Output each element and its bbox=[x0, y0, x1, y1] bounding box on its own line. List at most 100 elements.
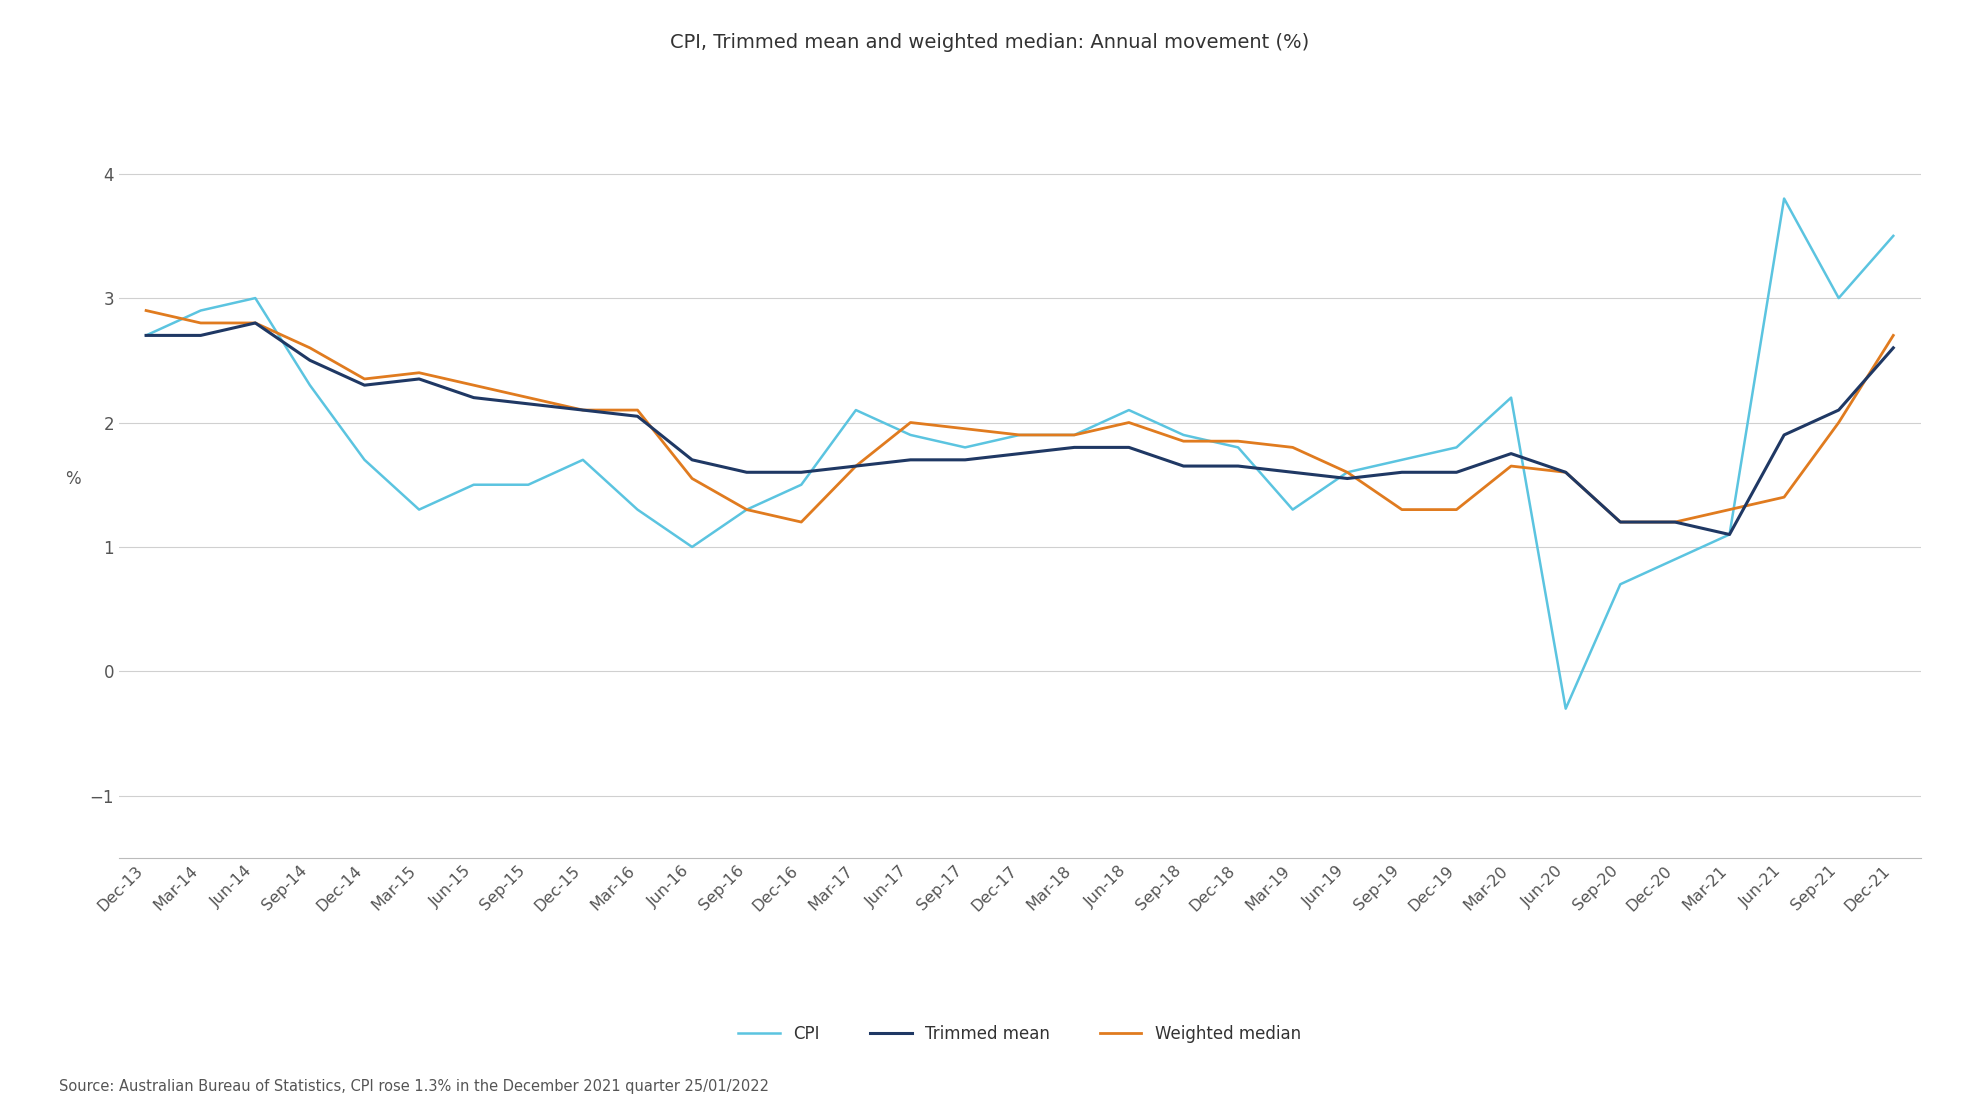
Weighted median bbox=[1281, 441, 1305, 454]
CPI bbox=[1608, 578, 1632, 591]
Trimmed mean bbox=[570, 404, 594, 417]
Weighted median bbox=[1063, 428, 1087, 441]
CPI bbox=[626, 503, 649, 516]
Trimmed mean bbox=[735, 465, 758, 478]
Trimmed mean bbox=[461, 390, 485, 404]
CPI bbox=[1881, 229, 1905, 242]
Trimmed mean bbox=[1608, 516, 1632, 529]
Weighted median bbox=[299, 341, 323, 354]
Trimmed mean bbox=[1772, 428, 1796, 441]
CPI bbox=[135, 329, 158, 342]
Trimmed mean bbox=[843, 460, 867, 473]
CPI bbox=[1717, 528, 1740, 541]
Trimmed mean bbox=[1881, 341, 1905, 354]
Weighted median bbox=[135, 304, 158, 317]
Weighted median bbox=[244, 317, 267, 330]
Trimmed mean bbox=[790, 465, 814, 478]
Trimmed mean bbox=[1717, 528, 1740, 541]
Trimmed mean bbox=[1008, 447, 1032, 460]
Trimmed mean bbox=[1390, 465, 1414, 478]
Weighted median bbox=[843, 460, 867, 473]
Weighted median bbox=[1828, 416, 1851, 429]
CPI bbox=[1281, 503, 1305, 516]
Weighted median bbox=[570, 404, 594, 417]
CPI bbox=[1063, 428, 1087, 441]
Weighted median bbox=[408, 366, 432, 379]
Trimmed mean bbox=[1828, 404, 1851, 417]
CPI bbox=[681, 540, 705, 553]
CPI bbox=[1335, 465, 1358, 478]
CPI bbox=[517, 478, 541, 492]
Trimmed mean bbox=[352, 378, 376, 392]
Weighted median bbox=[1554, 465, 1578, 478]
Line: Weighted median: Weighted median bbox=[147, 310, 1893, 522]
CPI bbox=[1390, 453, 1414, 466]
Weighted median bbox=[952, 422, 976, 436]
Weighted median bbox=[1499, 460, 1523, 473]
Weighted median bbox=[735, 503, 758, 516]
CPI bbox=[352, 453, 376, 466]
CPI bbox=[790, 478, 814, 492]
Weighted median bbox=[1881, 329, 1905, 342]
Trimmed mean bbox=[1663, 516, 1687, 529]
Weighted median bbox=[1608, 516, 1632, 529]
CPI bbox=[188, 304, 212, 317]
Trimmed mean bbox=[135, 329, 158, 342]
Weighted median bbox=[1445, 503, 1469, 516]
CPI bbox=[1772, 191, 1796, 205]
Trimmed mean bbox=[1172, 460, 1196, 473]
Legend: CPI, Trimmed mean, Weighted median: CPI, Trimmed mean, Weighted median bbox=[733, 1019, 1307, 1049]
CPI bbox=[899, 428, 923, 441]
CPI bbox=[1499, 390, 1523, 404]
Trimmed mean bbox=[1499, 447, 1523, 460]
Trimmed mean bbox=[1335, 472, 1358, 485]
Trimmed mean bbox=[408, 373, 432, 386]
Weighted median bbox=[461, 378, 485, 392]
CPI bbox=[735, 503, 758, 516]
CPI bbox=[1226, 441, 1249, 454]
CPI bbox=[1008, 428, 1032, 441]
CPI bbox=[843, 404, 867, 417]
Weighted median bbox=[1172, 434, 1196, 448]
Trimmed mean bbox=[188, 329, 212, 342]
Weighted median bbox=[1335, 465, 1358, 478]
CPI bbox=[1117, 404, 1140, 417]
Trimmed mean bbox=[1445, 465, 1469, 478]
Line: CPI: CPI bbox=[147, 198, 1893, 708]
CPI bbox=[1828, 292, 1851, 305]
Weighted median bbox=[626, 404, 649, 417]
Trimmed mean bbox=[626, 409, 649, 422]
Trimmed mean bbox=[952, 453, 976, 466]
Weighted median bbox=[517, 390, 541, 404]
CPI bbox=[244, 292, 267, 305]
Trimmed mean bbox=[1117, 441, 1140, 454]
Weighted median bbox=[1717, 503, 1740, 516]
Trimmed mean bbox=[299, 354, 323, 367]
CPI bbox=[299, 378, 323, 392]
Text: CPI, Trimmed mean and weighted median: Annual movement (%): CPI, Trimmed mean and weighted median: A… bbox=[671, 33, 1309, 52]
CPI bbox=[1554, 702, 1578, 715]
Trimmed mean bbox=[1226, 460, 1249, 473]
Trimmed mean bbox=[1281, 465, 1305, 478]
Weighted median bbox=[1663, 516, 1687, 529]
Weighted median bbox=[352, 373, 376, 386]
Trimmed mean bbox=[1063, 441, 1087, 454]
CPI bbox=[952, 441, 976, 454]
Weighted median bbox=[1117, 416, 1140, 429]
Weighted median bbox=[790, 516, 814, 529]
Weighted median bbox=[681, 472, 705, 485]
Weighted median bbox=[1226, 434, 1249, 448]
CPI bbox=[461, 478, 485, 492]
CPI bbox=[1445, 441, 1469, 454]
Weighted median bbox=[188, 317, 212, 330]
CPI bbox=[1663, 553, 1687, 566]
Trimmed mean bbox=[681, 453, 705, 466]
Weighted median bbox=[899, 416, 923, 429]
Trimmed mean bbox=[517, 397, 541, 410]
Y-axis label: %: % bbox=[65, 470, 81, 487]
CPI bbox=[1172, 428, 1196, 441]
Text: Source: Australian Bureau of Statistics, CPI rose 1.3% in the December 2021 quar: Source: Australian Bureau of Statistics,… bbox=[59, 1079, 770, 1094]
CPI bbox=[408, 503, 432, 516]
CPI bbox=[570, 453, 594, 466]
Weighted median bbox=[1390, 503, 1414, 516]
